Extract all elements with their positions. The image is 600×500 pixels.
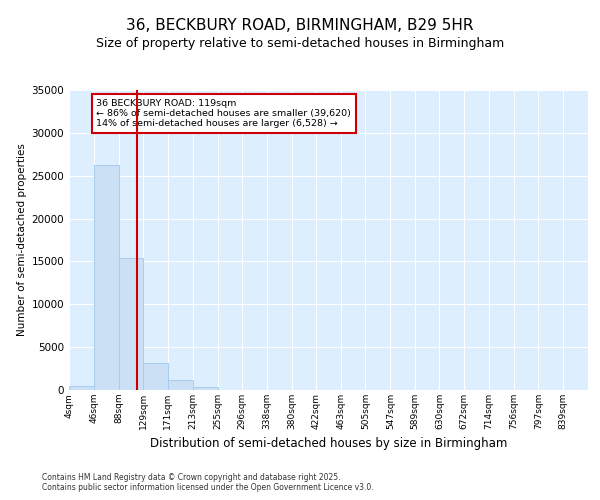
Bar: [143, 363, 168, 390]
Text: Size of property relative to semi-detached houses in Birmingham: Size of property relative to semi-detach…: [96, 38, 504, 51]
Y-axis label: Number of semi-detached properties: Number of semi-detached properties: [17, 144, 27, 336]
X-axis label: Distribution of semi-detached houses by size in Birmingham: Distribution of semi-detached houses by …: [150, 438, 507, 450]
Bar: [168, 380, 193, 390]
Text: 36 BECKBURY ROAD: 119sqm
← 86% of semi-detached houses are smaller (39,620)
14% : 36 BECKBURY ROAD: 119sqm ← 86% of semi-d…: [96, 98, 351, 128]
Text: Contains HM Land Registry data © Crown copyright and database right 2025.
Contai: Contains HM Land Registry data © Crown c…: [42, 473, 374, 492]
Bar: [69, 386, 94, 390]
Text: 36, BECKBURY ROAD, BIRMINGHAM, B29 5HR: 36, BECKBURY ROAD, BIRMINGHAM, B29 5HR: [126, 18, 474, 32]
Bar: [94, 166, 119, 390]
Bar: [119, 258, 143, 390]
Bar: [193, 386, 218, 390]
